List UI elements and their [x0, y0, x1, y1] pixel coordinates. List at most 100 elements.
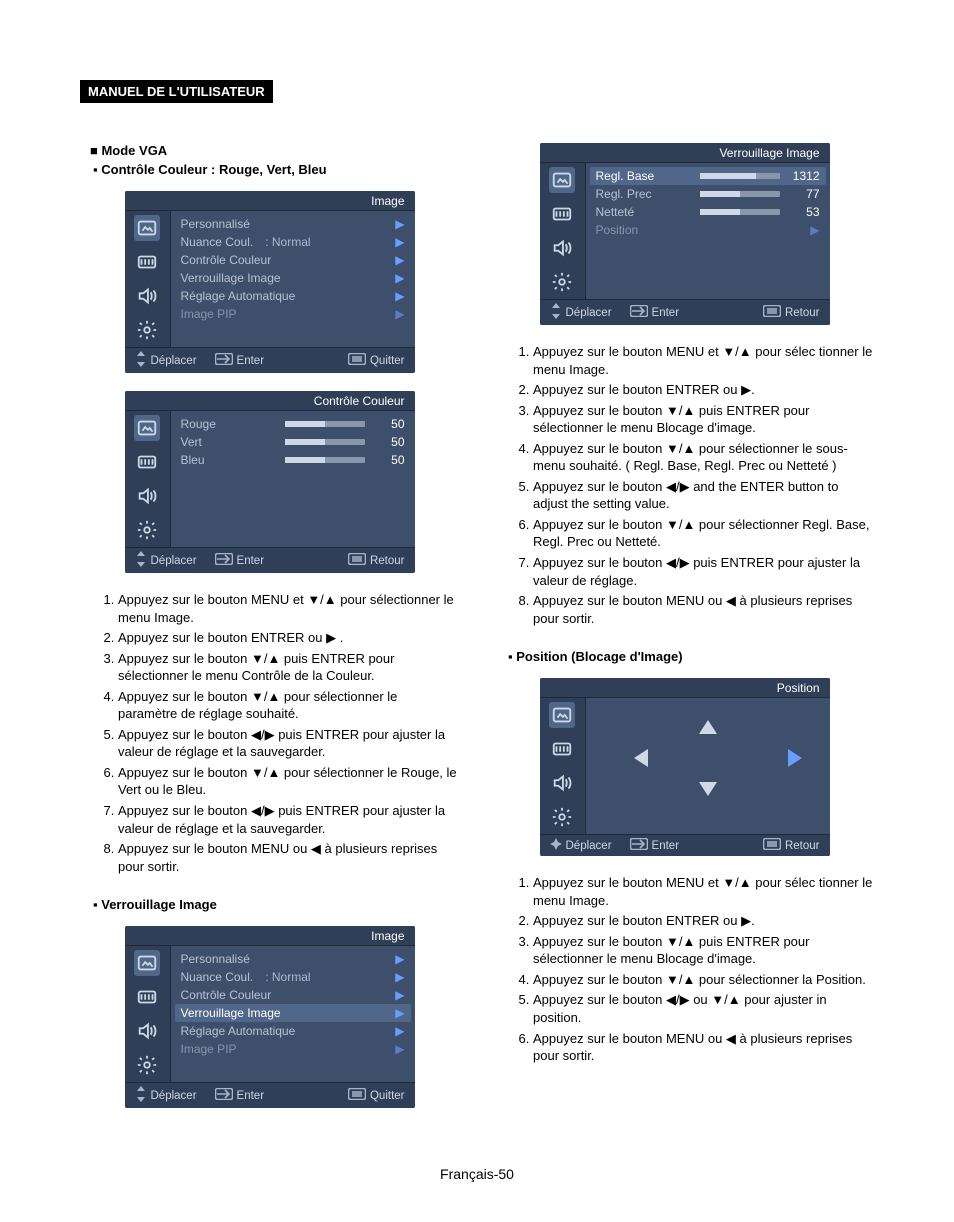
- osd-row-label: Image PIP: [181, 307, 288, 321]
- osd-row: Nuance Coul.: Normal ▶: [181, 968, 405, 986]
- instruction-step: Appuyez sur le bouton ▼/▲ pour sélection…: [533, 971, 874, 989]
- sound-icon: [549, 235, 575, 261]
- osd-image-menu: Image Personnalisé▶ Nuance Coul.: Normal ▶…: [125, 191, 415, 373]
- sliders-icon: [134, 984, 160, 1010]
- osd-footer: DéplacerEnterQuitter: [125, 1082, 415, 1108]
- osd-row: Personnalisé▶: [181, 215, 405, 233]
- osd-row: Position ▶: [596, 221, 820, 239]
- image-icon: [134, 415, 160, 441]
- osd-color-menu: Contrôle Couleur Rouge50Vert50Bleu50 Dép…: [125, 391, 415, 573]
- instruction-step: Appuyez sur le bouton ENTRER ou ▶.: [533, 912, 874, 930]
- arrow-right-icon: ▶: [395, 1042, 404, 1056]
- osd-slider: [285, 457, 365, 463]
- left-column: Mode VGA Contrôle Couleur : Rouge, Vert,…: [80, 143, 459, 1126]
- gear-icon: [134, 517, 160, 543]
- instruction-step: Appuyez sur le bouton ▼/▲ puis ENTRER po…: [533, 402, 874, 437]
- osd-row-mid: : Normal: [265, 970, 310, 984]
- osd-lock-menu: Verrouillage Image Regl. Base1312Regl. P…: [540, 143, 830, 325]
- osd-row: Réglage Automatique ▶: [181, 287, 405, 305]
- arrow-up-icon: [699, 720, 717, 734]
- osd-row-label: Nuance Coul.: [181, 235, 266, 249]
- osd-row-label: Bleu: [181, 453, 279, 467]
- osd-row: Contrôle Couleur▶: [181, 251, 405, 269]
- arrow-right-icon: ▶: [810, 223, 819, 237]
- instruction-step: Appuyez sur le bouton ◀/▶ puis ENTRER po…: [118, 726, 459, 761]
- osd-slider: [700, 173, 780, 179]
- osd-slider: [700, 191, 780, 197]
- arrow-left-icon: [634, 749, 648, 767]
- arrow-right-icon: [788, 749, 802, 767]
- osd-row: Regl. Prec77: [596, 185, 820, 203]
- osd-row-label: Verrouillage Image: [181, 271, 288, 285]
- image-icon: [134, 950, 160, 976]
- osd-position-arrows: [586, 698, 830, 818]
- arrow-right-icon: ▶: [395, 217, 404, 231]
- osd-row: Verrouillage Image▶: [181, 269, 405, 287]
- osd-position-menu: Position DéplacerEnterRetour: [540, 678, 830, 856]
- instruction-step: Appuyez sur le bouton ENTRER ou ▶ .: [118, 629, 459, 647]
- arrow-right-icon: ▶: [395, 253, 404, 267]
- osd-icon-column: [125, 211, 171, 347]
- osd-row-label: Vert: [181, 435, 279, 449]
- image-lock-title: Verrouillage Image: [108, 897, 459, 912]
- manual-header: MANUEL DE L'UTILISATEUR: [80, 80, 273, 103]
- osd-value: 50: [371, 417, 405, 431]
- osd-footer: DéplacerEnterRetour: [540, 834, 830, 856]
- right-column: Verrouillage Image Regl. Base1312Regl. P…: [495, 143, 874, 1126]
- osd-row-label: Réglage Automatique: [181, 289, 296, 303]
- osd-row: Netteté53: [596, 203, 820, 221]
- sliders-icon: [549, 736, 575, 762]
- osd-value: 50: [371, 453, 405, 467]
- arrow-right-icon: ▶: [395, 289, 404, 303]
- osd-items: Rouge50Vert50Bleu50: [171, 411, 415, 547]
- osd-row: Image PIP ▶: [181, 305, 405, 323]
- osd-row-label: Contrôle Couleur: [181, 988, 288, 1002]
- instruction-step: Appuyez sur le bouton MENU ou ◀ à plusie…: [533, 592, 874, 627]
- instruction-step: Appuyez sur le bouton ENTRER ou ▶.: [533, 381, 874, 399]
- osd-icon-column: [540, 698, 586, 834]
- gear-icon: [549, 804, 575, 830]
- osd-row-label: Position: [596, 223, 703, 237]
- sound-icon: [134, 1018, 160, 1044]
- osd-icon-column: [125, 411, 171, 547]
- osd-footer: DéplacerEnterQuitter: [125, 347, 415, 373]
- instruction-step: Appuyez sur le bouton ◀/▶ ou ▼/▲ pour aj…: [533, 991, 874, 1026]
- osd-image-menu-2: Image Personnalisé▶Nuance Coul.: Normal▶…: [125, 926, 415, 1108]
- sliders-icon: [549, 201, 575, 227]
- osd-row-label: Nuance Coul.: [181, 970, 266, 984]
- gear-icon: [134, 1052, 160, 1078]
- osd-row-label: Verrouillage Image: [181, 1006, 288, 1020]
- arrow-right-icon: ▶: [395, 307, 404, 321]
- instruction-step: Appuyez sur le bouton ▼/▲ puis ENTRER po…: [118, 650, 459, 685]
- osd-row: Vert50: [181, 433, 405, 451]
- osd-row-label: Regl. Prec: [596, 187, 694, 201]
- instruction-step: Appuyez sur le bouton MENU ou ◀ à plusie…: [118, 840, 459, 875]
- sliders-icon: [134, 249, 160, 275]
- arrow-down-icon: [699, 782, 717, 796]
- osd-title: Image: [125, 191, 415, 211]
- osd-row: Personnalisé▶: [181, 950, 405, 968]
- osd-value: 53: [786, 205, 820, 219]
- instruction-step: Appuyez sur le bouton ◀/▶ puis ENTRER po…: [533, 554, 874, 589]
- osd-row: Verrouillage Image ▶: [175, 1004, 411, 1022]
- arrow-right-icon: ▶: [395, 952, 404, 966]
- instruction-step: Appuyez sur le bouton MENU et ▼/▲ pour s…: [533, 874, 874, 909]
- image-icon: [549, 702, 575, 728]
- instruction-step: Appuyez sur le bouton ▼/▲ pour sélection…: [533, 440, 874, 475]
- instructions-lock: Appuyez sur le bouton MENU et ▼/▲ pour s…: [509, 343, 874, 627]
- arrow-right-icon: ▶: [395, 1006, 404, 1020]
- image-icon: [134, 215, 160, 241]
- arrow-right-icon: ▶: [395, 970, 404, 984]
- osd-row-mid: : Normal: [265, 235, 310, 249]
- instruction-step: Appuyez sur le bouton ▼/▲ pour sélection…: [118, 764, 459, 799]
- osd-icon-column: [125, 946, 171, 1082]
- osd-title: Position: [540, 678, 830, 698]
- position-title: Position (Blocage d'Image): [523, 649, 874, 664]
- osd-title: Contrôle Couleur: [125, 391, 415, 411]
- instruction-step: Appuyez sur le bouton ◀/▶ and the ENTER …: [533, 478, 874, 513]
- gear-icon: [134, 317, 160, 343]
- osd-icon-column: [540, 163, 586, 299]
- osd-value: 1312: [786, 169, 820, 183]
- instructions-position: Appuyez sur le bouton MENU et ▼/▲ pour s…: [509, 874, 874, 1064]
- osd-row: Rouge50: [181, 415, 405, 433]
